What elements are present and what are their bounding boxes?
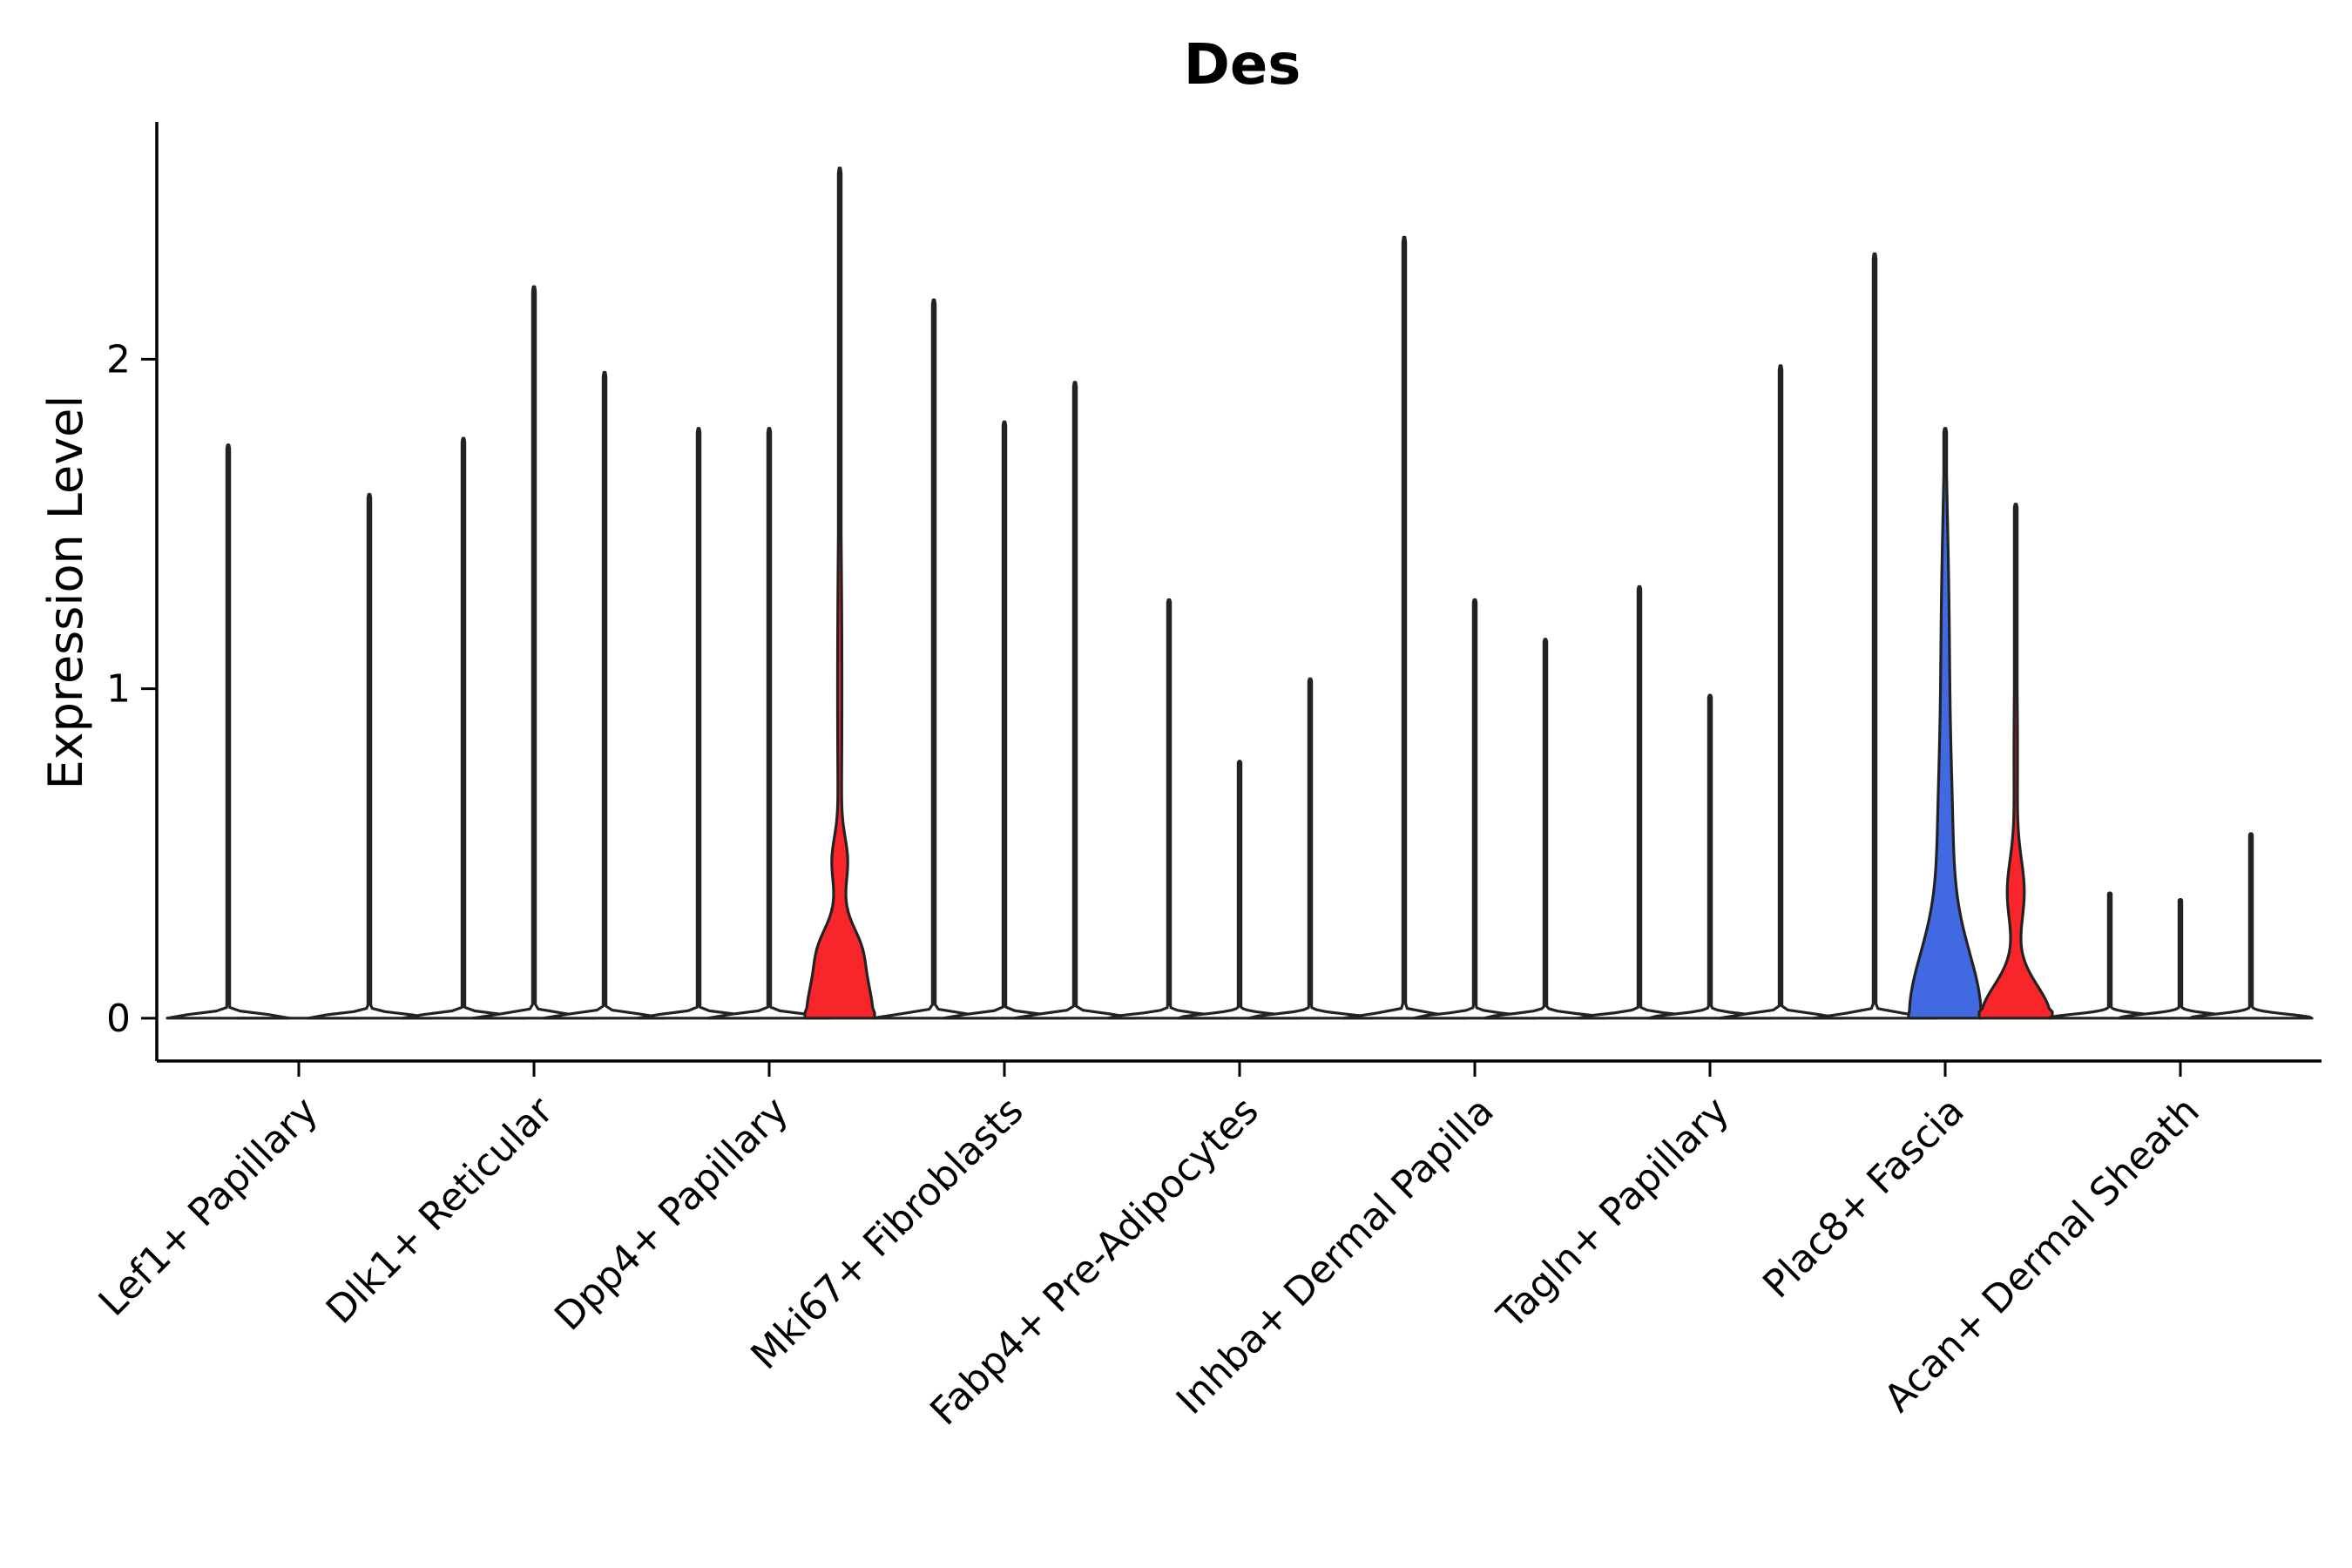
x-tick-label: Dpp4+ Papillary <box>546 1089 797 1340</box>
violin-1-1 <box>471 285 597 1020</box>
violin-6-0 <box>1577 585 1702 1020</box>
violin-6-1 <box>1647 693 1773 1020</box>
y-axis: 0 1 2 <box>106 122 159 1061</box>
violin-7-1 <box>1907 427 1984 1020</box>
y-tick-label: 0 <box>106 997 131 1041</box>
violin-3-1 <box>942 420 1067 1020</box>
violin-3-0 <box>871 298 997 1020</box>
violin-5-0 <box>1342 235 1467 1020</box>
x-tick-label: Tagln+ Papillary <box>1489 1089 1738 1338</box>
violin-6-2 <box>1718 364 1843 1020</box>
violin-4-0 <box>1106 598 1232 1020</box>
violin-2-2 <box>803 166 876 1020</box>
x-tick-label: Dlk1+ Reticular <box>318 1088 563 1333</box>
violin-5-1 <box>1412 598 1538 1020</box>
violin-1-0 <box>401 436 526 1020</box>
violin-8-1 <box>2118 898 2243 1020</box>
violin-8-0 <box>2047 891 2173 1020</box>
violin-4-2 <box>1247 677 1373 1020</box>
x-tick-label: Plac8+ Fascia <box>1754 1089 1973 1308</box>
violin-7-2 <box>1977 503 2054 1020</box>
violin-5-2 <box>1483 638 1608 1020</box>
x-tick-label: Lef1+ Papillary <box>91 1089 327 1325</box>
violin-4-1 <box>1177 760 1302 1020</box>
violin-2-0 <box>636 427 761 1020</box>
chart-title: Des <box>1184 33 1301 98</box>
violin-7-0 <box>1812 252 1937 1020</box>
violin-2-1 <box>706 427 832 1020</box>
violin-0-2 <box>307 492 432 1020</box>
violin-8-2 <box>2188 832 2314 1020</box>
violin-1-2 <box>542 370 667 1020</box>
y-tick-label: 1 <box>106 667 131 712</box>
y-axis-label: Expression Level <box>38 395 93 790</box>
y-tick-label: 2 <box>106 337 131 382</box>
violin-3-2 <box>1012 381 1138 1020</box>
violins-layer <box>166 166 2314 1020</box>
violin-0-0 <box>166 443 291 1020</box>
